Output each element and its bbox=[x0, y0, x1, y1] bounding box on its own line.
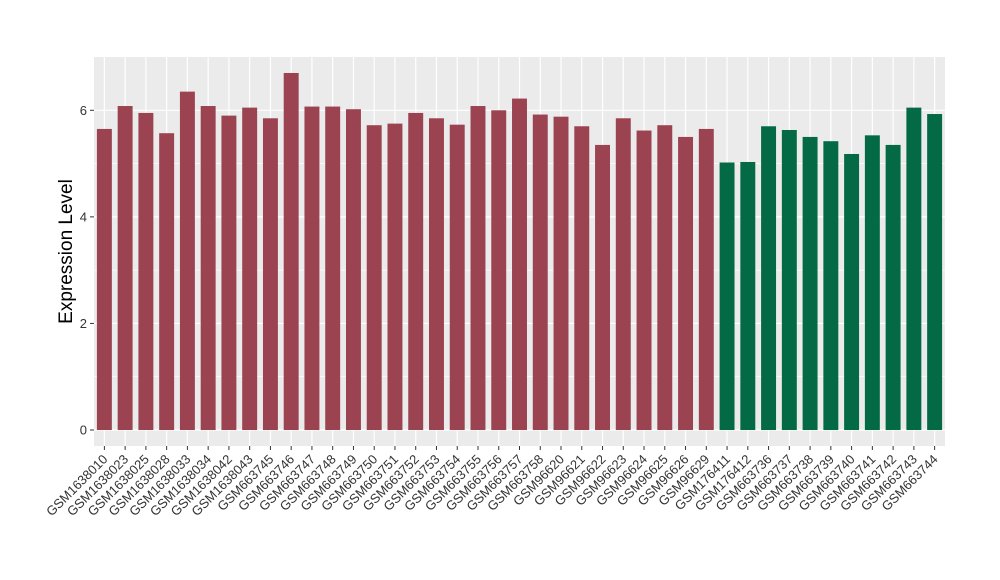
bar bbox=[159, 133, 175, 431]
bar bbox=[512, 98, 527, 431]
bar bbox=[823, 141, 839, 431]
bar bbox=[615, 118, 631, 431]
bar bbox=[553, 116, 569, 431]
bar bbox=[470, 106, 486, 431]
bar bbox=[449, 124, 465, 431]
bar bbox=[491, 110, 507, 431]
bar bbox=[740, 161, 756, 431]
bar bbox=[387, 123, 403, 431]
bar bbox=[242, 107, 258, 431]
bar bbox=[283, 72, 299, 431]
x-axis: GSM1638010GSM1638023GSM1638025GSM1638028… bbox=[43, 446, 941, 519]
bar bbox=[262, 118, 278, 431]
bar bbox=[595, 144, 610, 431]
bar bbox=[698, 128, 714, 431]
bar bbox=[678, 136, 694, 431]
bars bbox=[96, 72, 943, 431]
bar bbox=[138, 112, 154, 431]
bar bbox=[906, 107, 922, 431]
bar bbox=[117, 106, 133, 431]
y-axis-title: Expression Level bbox=[56, 179, 77, 324]
bar bbox=[781, 130, 797, 431]
y-tick-label: 0 bbox=[80, 423, 87, 438]
bar bbox=[636, 130, 652, 431]
bar bbox=[532, 114, 548, 431]
y-tick-label: 4 bbox=[80, 209, 87, 224]
bar bbox=[885, 144, 901, 431]
bar bbox=[802, 136, 818, 431]
bar bbox=[221, 115, 237, 431]
bar bbox=[657, 125, 673, 431]
y-axis: 0 2 4 6 bbox=[80, 103, 94, 438]
bar bbox=[864, 135, 880, 431]
bar bbox=[761, 126, 777, 431]
bar bbox=[408, 112, 424, 431]
bar bbox=[927, 114, 943, 431]
bar bbox=[325, 106, 341, 431]
bar bbox=[200, 106, 216, 431]
y-tick-label: 6 bbox=[80, 103, 87, 118]
bar bbox=[179, 91, 195, 431]
bar bbox=[96, 128, 112, 431]
bar bbox=[844, 153, 860, 431]
bar bbox=[719, 162, 735, 431]
bar bbox=[429, 118, 444, 431]
bar bbox=[345, 109, 361, 431]
bar bbox=[304, 106, 320, 431]
y-tick-label: 2 bbox=[80, 316, 87, 331]
bar bbox=[366, 125, 382, 431]
bar bbox=[574, 126, 590, 431]
